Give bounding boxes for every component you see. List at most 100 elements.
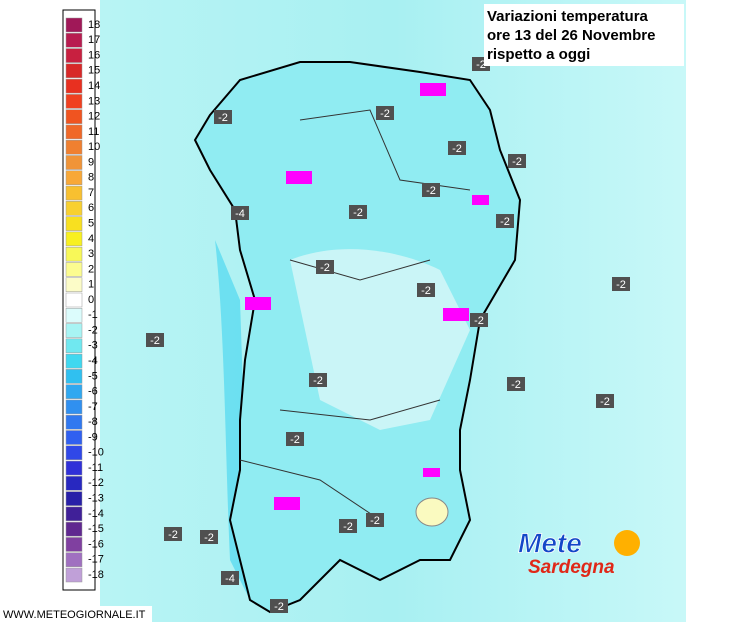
legend-label: -12 — [88, 477, 104, 489]
legend-label: -13 — [88, 493, 104, 505]
legend-swatch — [65, 246, 83, 262]
map-label: -2 — [512, 156, 522, 168]
legend-label: -3 — [88, 340, 98, 352]
legend-label: 1 — [88, 279, 94, 291]
map-label-box — [214, 110, 232, 124]
markers — [245, 83, 489, 510]
legend-label: -14 — [88, 508, 104, 520]
title-line: rispetto a oggi — [487, 46, 590, 63]
legend-swatch — [65, 521, 83, 537]
legend-label: -2 — [88, 324, 98, 336]
legend-label: 5 — [88, 218, 94, 230]
map-label: -2 — [600, 396, 610, 408]
legend-swatch — [65, 323, 83, 338]
map-label: -2 — [616, 279, 626, 291]
legend-label: -9 — [88, 431, 98, 443]
legend-label: -16 — [88, 538, 104, 550]
legend-swatch — [65, 124, 83, 140]
legend-label: 8 — [88, 172, 94, 184]
map-label-box — [507, 377, 525, 391]
map-label: -2 — [353, 207, 363, 219]
map-label: -2 — [500, 216, 510, 228]
legend-label: 3 — [88, 248, 94, 260]
map-label-box — [612, 277, 630, 291]
map-label: -2 — [290, 434, 300, 446]
legend-swatch — [65, 369, 83, 384]
map-label-box — [417, 283, 435, 297]
legend-label: 12 — [88, 111, 100, 123]
legend-label: 6 — [88, 202, 94, 214]
map-label-box — [448, 141, 466, 155]
legend-label: 9 — [88, 156, 94, 168]
legend-swatch — [65, 63, 83, 79]
map-label-box — [339, 519, 357, 533]
legend-swatch — [65, 17, 83, 33]
legend-label: -5 — [88, 370, 98, 382]
legend-swatch — [65, 262, 83, 277]
title-box — [484, 4, 684, 66]
logo-sun — [614, 530, 640, 556]
legend-label: -8 — [88, 416, 98, 428]
legend-label: 14 — [88, 80, 100, 92]
map-label: -2 — [511, 379, 521, 391]
title: Variazioni temperatura ore 13 del 26 Nove… — [487, 8, 655, 63]
map-labels: -2 -2 -2 -2 -2 -2 -2 -4 -2 -2 -2 -2 -2 -2 -2 -2 -2 -2 -2 -2… — [146, 57, 630, 613]
legend-swatch — [65, 414, 83, 430]
logo-line1: Mete — [518, 527, 582, 558]
map-label-box — [508, 154, 526, 168]
map-label: -2 — [474, 315, 484, 327]
legend-swatch — [65, 506, 83, 522]
legend: 1817161514131211109876543210-1-2-3-4-5-6… — [65, 17, 104, 583]
map-label: -2 — [421, 285, 431, 297]
legend-swatch — [65, 292, 83, 308]
map-label-box — [164, 527, 182, 541]
map-label: -2 — [150, 335, 160, 347]
legend-swatch — [65, 277, 83, 292]
legend-swatch — [65, 109, 83, 124]
legend-label: 0 — [88, 294, 94, 306]
legend-swatch — [65, 460, 83, 476]
map-label: -2 — [476, 59, 486, 71]
map-label-box — [146, 333, 164, 347]
map-label-box — [422, 183, 440, 197]
title-line: Variazioni temperatura — [487, 8, 649, 25]
legend-swatch — [65, 78, 83, 94]
legend-label: -15 — [88, 523, 104, 535]
map-label-box — [316, 260, 334, 274]
legend-swatch — [65, 552, 83, 567]
map-label-box — [309, 373, 327, 387]
legend-swatch — [65, 476, 83, 491]
title-line: ore 13 del 26 Novembre — [487, 27, 655, 44]
legend-label: 15 — [88, 65, 100, 77]
legend-label: -7 — [88, 401, 98, 413]
legend-swatch — [65, 170, 83, 186]
legend-swatch — [65, 139, 83, 155]
legend-swatch — [65, 445, 83, 461]
warm-spot — [415, 497, 449, 527]
map-label-box — [270, 599, 288, 613]
legend-label: 18 — [88, 19, 100, 31]
map-label: -2 — [380, 108, 390, 120]
legend-label: -10 — [88, 447, 104, 459]
legend-swatch — [65, 384, 83, 399]
map-label-box — [286, 432, 304, 446]
map-label: -2 — [313, 375, 323, 387]
legend-label: -1 — [88, 309, 98, 321]
legend-label: -17 — [88, 554, 104, 566]
legend-label: 2 — [88, 263, 94, 275]
legend-swatch — [65, 201, 83, 216]
map-label: -2 — [452, 143, 462, 155]
legend-label: 4 — [88, 233, 94, 245]
legend-swatch — [65, 33, 83, 48]
legend-swatch — [65, 308, 83, 323]
watermark: WWW.METEOGIORNALE.IT — [3, 609, 146, 621]
map-label: -2 — [274, 601, 284, 613]
legend-swatch — [65, 94, 83, 109]
legend-label: -18 — [88, 569, 104, 581]
map-label-box — [200, 530, 218, 544]
legend-swatch — [65, 338, 83, 354]
map-label: -4 — [225, 573, 235, 585]
legend-swatch — [65, 185, 83, 201]
map-label: -4 — [235, 208, 245, 220]
